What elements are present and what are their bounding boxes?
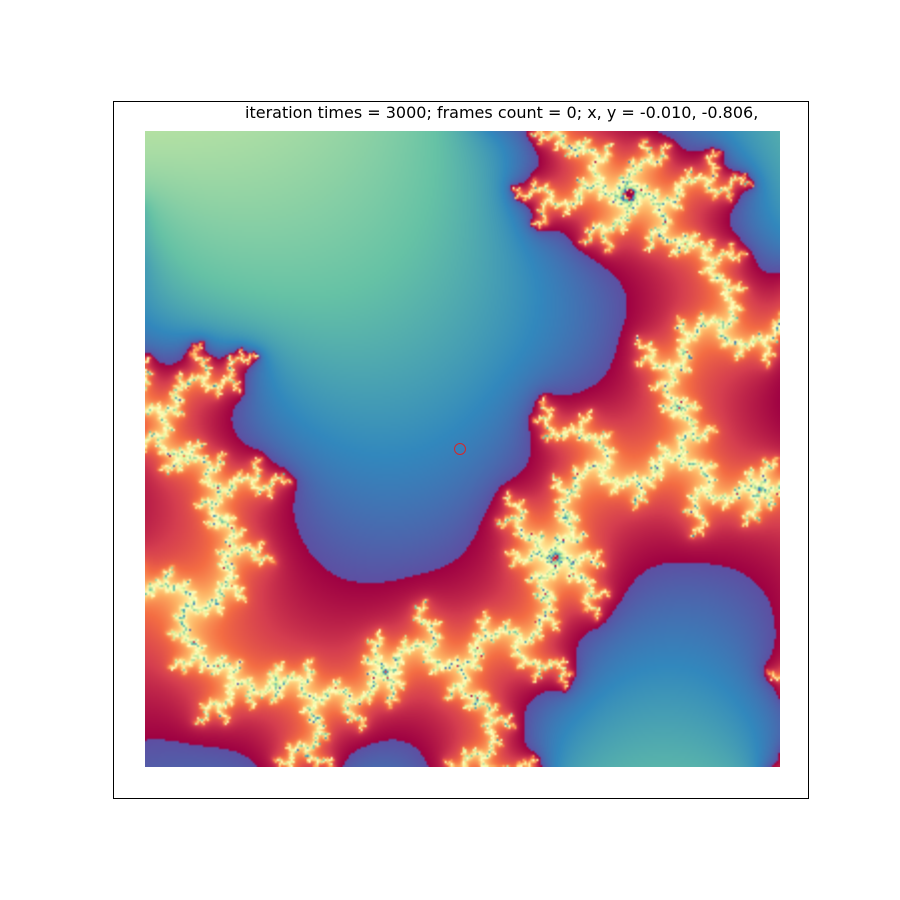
status-title: iteration times = 3000; frames count = 0… (245, 103, 758, 122)
frames-value: 0 (566, 103, 577, 122)
iteration-label: iteration times = (245, 103, 386, 122)
frames-label: ; frames count = (426, 103, 567, 122)
axes-frame (113, 101, 809, 799)
iteration-value: 3000 (385, 103, 427, 122)
coords-value: -0.010, -0.806, (639, 103, 759, 122)
cursor-marker-circle (454, 443, 466, 455)
coords-label: ; x, y = (576, 103, 640, 122)
